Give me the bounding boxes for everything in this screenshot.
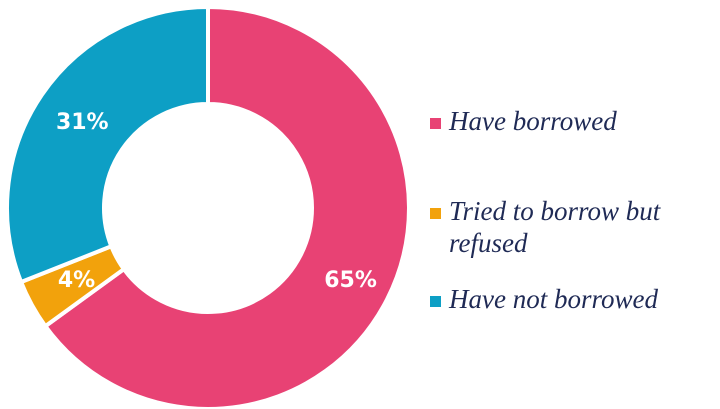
data-label-have-not-borrowed: 31% <box>56 110 109 135</box>
legend-swatch-tried-refused <box>430 208 441 219</box>
legend-swatch-have-not-borrowed <box>430 296 441 307</box>
legend-label-have-not-borrowed: Have not borrowed <box>449 284 658 314</box>
legend-item-have-not-borrowed: Have not borrowed <box>430 283 714 315</box>
slice-have-not-borrowed <box>5 4 210 285</box>
data-label-tried-refused: 4% <box>58 268 95 293</box>
data-label-have-borrowed: 65% <box>324 268 377 293</box>
legend-item-have-borrowed: Have borrowed <box>430 105 714 137</box>
legend-label-have-borrowed: Have borrowed <box>449 106 617 136</box>
slice-have-borrowed <box>42 4 410 409</box>
donut-chart: 65% 4% 31% <box>5 4 410 409</box>
legend-swatch-have-borrowed <box>430 118 441 129</box>
legend-item-tried-refused: Tried to borrow but refused <box>430 195 714 259</box>
legend-label-tried-refused: Tried to borrow but refused <box>449 196 661 258</box>
